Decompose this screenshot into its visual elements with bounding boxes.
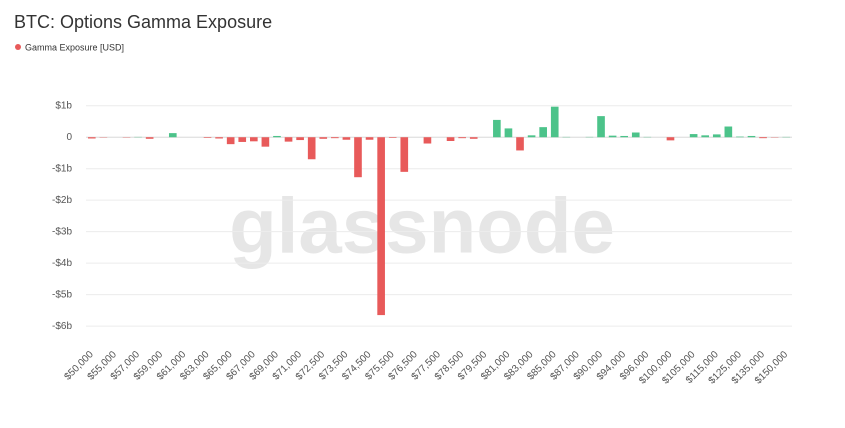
bar: [539, 127, 547, 138]
bar: [736, 136, 744, 138]
bar: [331, 137, 339, 139]
bar: [516, 137, 524, 151]
bar: [631, 132, 640, 138]
bar: [689, 134, 698, 138]
bar: [307, 137, 316, 160]
bar: [666, 137, 675, 141]
bar: [145, 137, 154, 139]
bar: [215, 137, 223, 139]
bar: [377, 137, 385, 316]
bar: [296, 137, 304, 141]
bar: [87, 137, 96, 139]
bar: [273, 135, 281, 138]
bar: [423, 137, 432, 144]
y-tick-label: 0: [66, 132, 72, 143]
y-tick-label: -$4b: [52, 258, 72, 269]
bar: [261, 137, 270, 147]
chart-title: BTC: Options Gamma Exposure: [14, 12, 272, 32]
bar: [504, 128, 513, 138]
bar: [712, 134, 721, 138]
bar: [759, 137, 767, 139]
bar: [469, 137, 478, 139]
legend-label: Gamma Exposure [USD]: [25, 42, 124, 52]
bar: [724, 126, 733, 138]
bar: [620, 135, 628, 138]
bar: [493, 119, 501, 138]
bar: [608, 135, 617, 138]
y-tick-label: -$3b: [52, 226, 72, 237]
bar: [527, 135, 536, 138]
y-tick-label: -$5b: [52, 289, 72, 300]
y-tick-label: -$2b: [52, 195, 72, 206]
bar: [747, 135, 756, 138]
bar: [238, 137, 247, 142]
bar: [365, 137, 374, 140]
bar: [458, 137, 466, 139]
watermark: glassnode: [229, 182, 615, 270]
bar: [226, 137, 235, 145]
bar: [701, 135, 710, 138]
y-tick-label: -$1b: [52, 163, 72, 174]
bar: [400, 137, 409, 172]
bar: [550, 106, 559, 138]
bar: [342, 137, 351, 140]
bar: [319, 137, 328, 139]
y-tick-label: $1b: [55, 100, 72, 111]
bar: [446, 137, 455, 141]
legend-marker: [15, 44, 21, 50]
bar: [388, 137, 397, 138]
bar: [597, 116, 605, 138]
bar: [168, 133, 177, 138]
bar: [203, 137, 212, 138]
y-tick-label: -$6b: [52, 321, 72, 332]
bar: [250, 137, 258, 142]
bar: [354, 137, 362, 178]
bar: [284, 137, 293, 142]
